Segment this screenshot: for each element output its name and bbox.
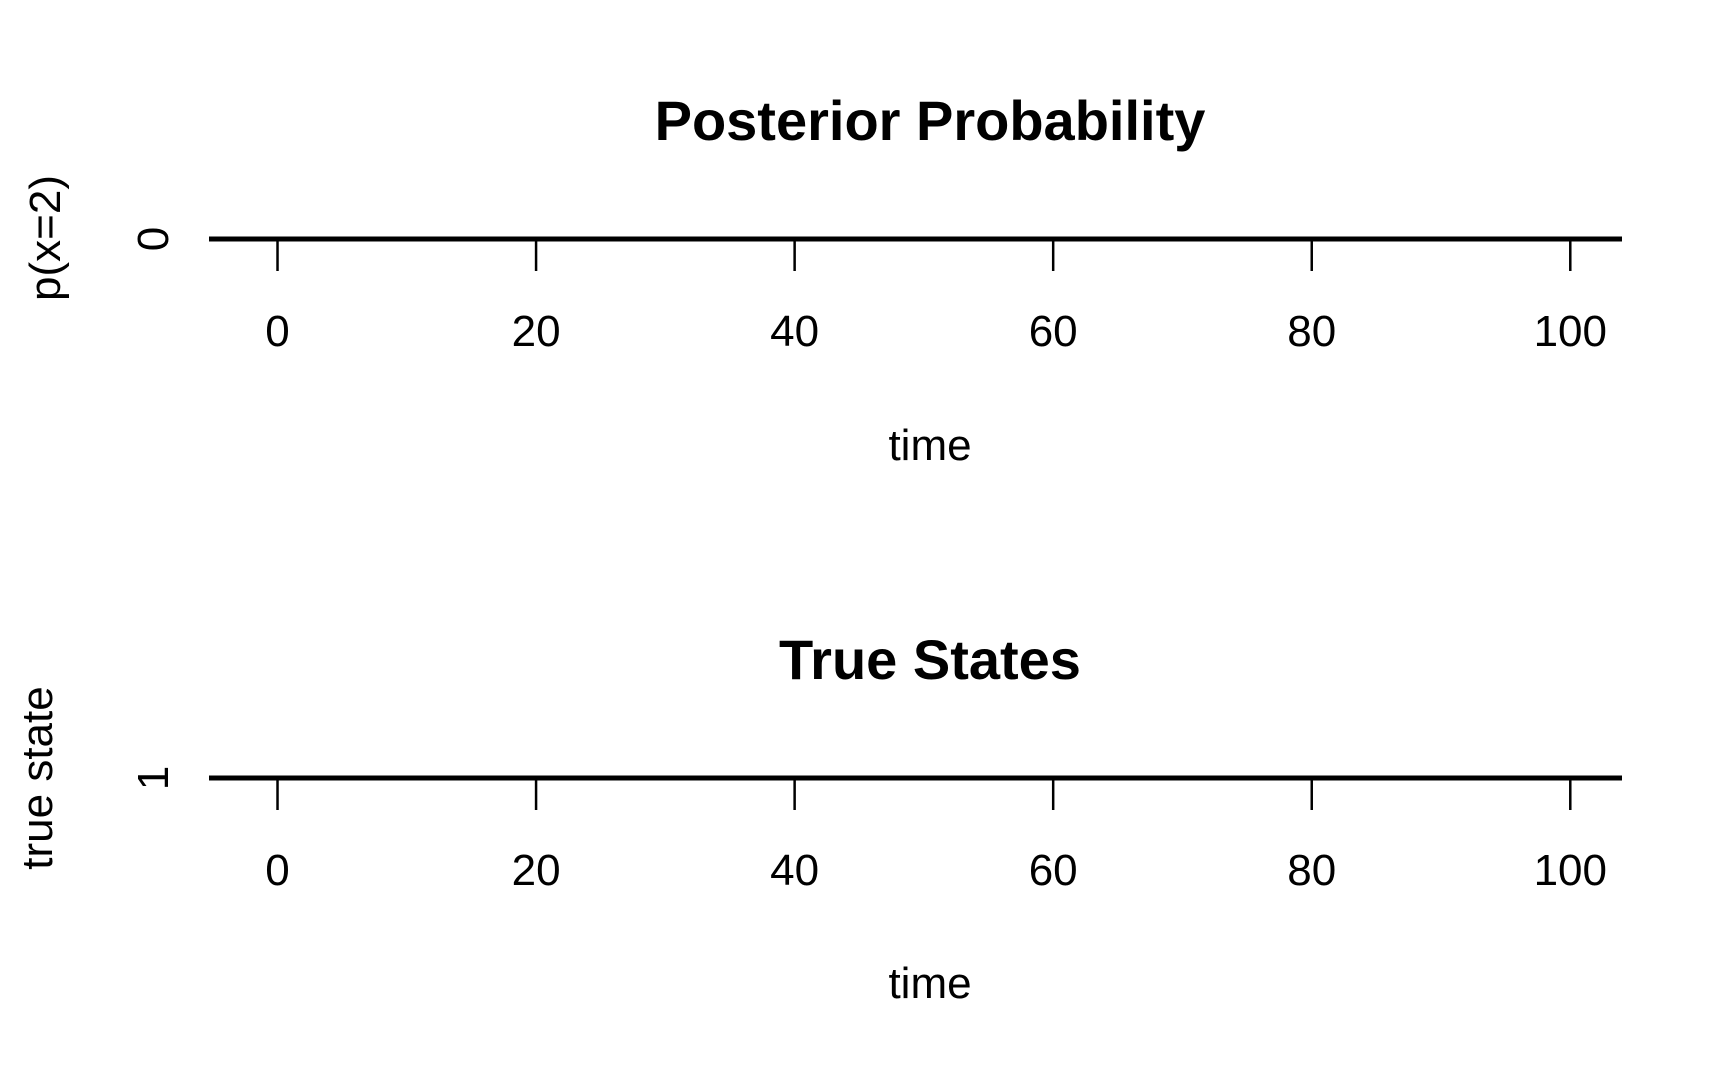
x-tick-label: 40: [770, 307, 819, 356]
x-tick-label: 100: [1534, 846, 1607, 895]
x-tick-label: 100: [1534, 307, 1607, 356]
x-tick-label: 20: [512, 307, 561, 356]
x-axis: 0 20 40 60 80 100: [265, 239, 1607, 356]
x-tick-label: 60: [1029, 307, 1078, 356]
x-tick-label: 20: [512, 846, 561, 895]
chart-title: True States: [779, 628, 1081, 691]
x-tick-label: 60: [1029, 846, 1078, 895]
posterior-probability-panel: Posterior Probability p(x=2) time 0 20 40 6…: [21, 89, 1622, 470]
y-axis: 0: [129, 227, 178, 251]
x-tick-label: 40: [770, 846, 819, 895]
x-tick-label: 80: [1287, 307, 1336, 356]
y-axis-label: true state: [13, 686, 62, 869]
y-axis-label: p(x=2): [21, 175, 70, 301]
x-tick-label: 80: [1287, 846, 1336, 895]
x-axis-label: time: [888, 959, 971, 1008]
x-axis-label: time: [888, 421, 971, 470]
chart-title: Posterior Probability: [655, 89, 1206, 152]
y-tick-label: 1: [129, 766, 178, 790]
x-tick-label: 0: [265, 846, 289, 895]
x-axis: 0 20 40 60 80 100: [265, 778, 1607, 895]
y-tick-label: 0: [129, 227, 178, 251]
x-tick-label: 0: [265, 307, 289, 356]
true-states-panel: True States true state time 0 20 40 60 80 100…: [13, 628, 1622, 1008]
y-axis: 1: [129, 766, 178, 790]
